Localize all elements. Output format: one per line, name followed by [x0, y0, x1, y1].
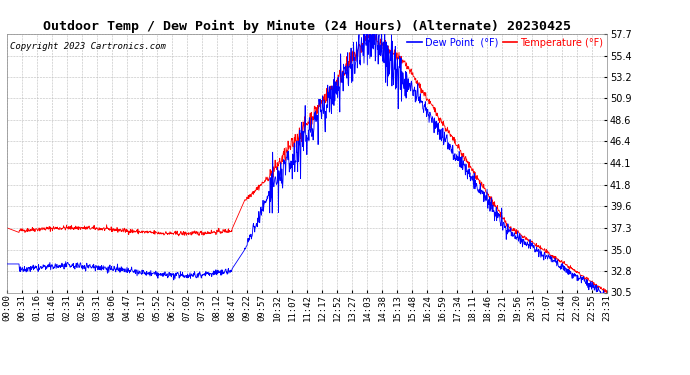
- Title: Outdoor Temp / Dew Point by Minute (24 Hours) (Alternate) 20230425: Outdoor Temp / Dew Point by Minute (24 H…: [43, 20, 571, 33]
- Text: Copyright 2023 Cartronics.com: Copyright 2023 Cartronics.com: [10, 42, 166, 51]
- Legend: Dew Point  (°F), Temperature (°F): Dew Point (°F), Temperature (°F): [403, 34, 607, 51]
